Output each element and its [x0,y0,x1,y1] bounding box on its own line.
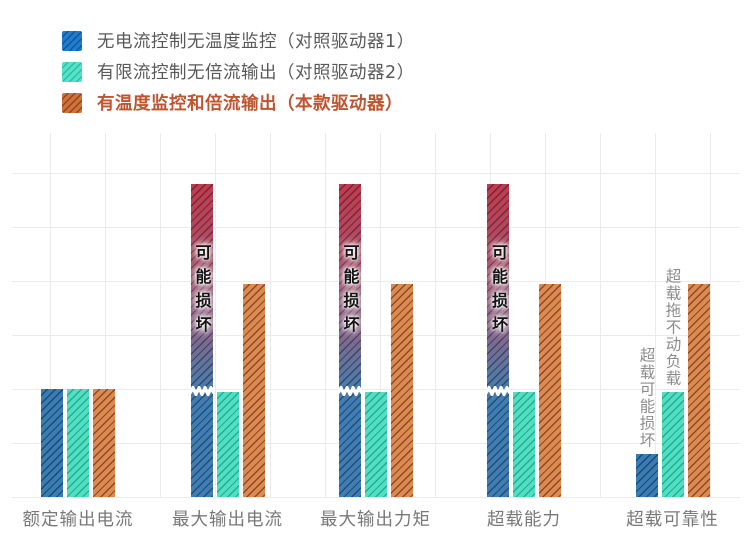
bar-series3-cat2 [242,284,265,497]
damage-warning-label: 可能损坏 [340,244,360,340]
legend-label-driver2: 有限流控制无倍流输出（对照驱动器2） [97,63,415,83]
legend-label-driver1: 无电流控制无温度监控（对照驱动器1） [97,32,415,52]
gridline-vertical [215,133,216,497]
bar-series2-cat3 [364,392,387,497]
damage-warning-label: 可能损坏 [489,244,508,340]
bar-series1-cat5: 超载可能损坏 [635,347,658,497]
legend-item-driver1: 无电流控制无温度监控（对照驱动器1） [62,30,415,52]
overload-note-label: 超载拖不动负载 [663,268,682,387]
bar-series1-cat3: 可能损坏 [337,184,362,497]
bar-series2-cat4 [513,392,535,497]
bar-series2-cat2 [216,392,239,497]
bar-series1-cat2: 可能损坏 [189,184,214,497]
category-label: 额定输出电流 [22,510,134,530]
gridline-vertical [600,133,601,497]
bar-series1-cat1 [41,389,63,497]
bar-break-zigzag [337,386,362,396]
gridline-horizontal [12,389,740,390]
legend-item-this-driver: 有温度监控和倍流输出（本款驱动器） [62,92,415,114]
overload-note-label: 超载可能损坏 [637,347,656,449]
gridline-horizontal [12,227,740,228]
legend-swatch-driver2-icon [62,61,82,82]
legend-swatch-driver1-icon [62,30,82,51]
bar-series2-cat5: 超载拖不动负载 [661,268,684,497]
gridline-horizontal [12,173,740,174]
gridline-vertical [380,133,381,497]
legend-swatch-this-driver-icon [62,92,82,113]
bar-series2-cat1 [67,389,89,497]
bar-series1-cat4: 可能损坏 [486,184,510,497]
gridline-vertical [435,133,436,497]
bar-break-zigzag [189,386,214,396]
category-label: 最大输出电流 [172,510,283,530]
gridline-vertical [270,133,271,497]
gridline-horizontal [12,335,740,336]
gridline-vertical [50,133,51,497]
bar-series3-cat4 [539,284,561,497]
gridline-vertical [710,133,711,497]
category-label: 超载能力 [487,510,561,530]
bar-series3-cat5 [687,284,710,497]
gridline-vertical [105,133,106,497]
category-label: 最大输出力矩 [320,510,431,530]
gridline-horizontal [12,497,740,498]
category-label: 超载可靠性 [626,510,719,530]
bar-series3-cat1 [93,389,115,497]
legend: 无电流控制无温度监控（对照驱动器1） 有限流控制无倍流输出（对照驱动器2） 有温… [62,30,415,114]
gridline-vertical [325,133,326,497]
gridline-horizontal [12,281,740,282]
gridline-vertical [160,133,161,497]
legend-label-this-driver: 有温度监控和倍流输出（本款驱动器） [97,94,403,114]
legend-item-driver2: 有限流控制无倍流输出（对照驱动器2） [62,61,415,83]
bar-series3-cat3 [390,284,413,497]
damage-warning-label: 可能损坏 [192,244,212,340]
gridline-vertical [655,133,656,497]
bar-break-zigzag [486,386,510,396]
